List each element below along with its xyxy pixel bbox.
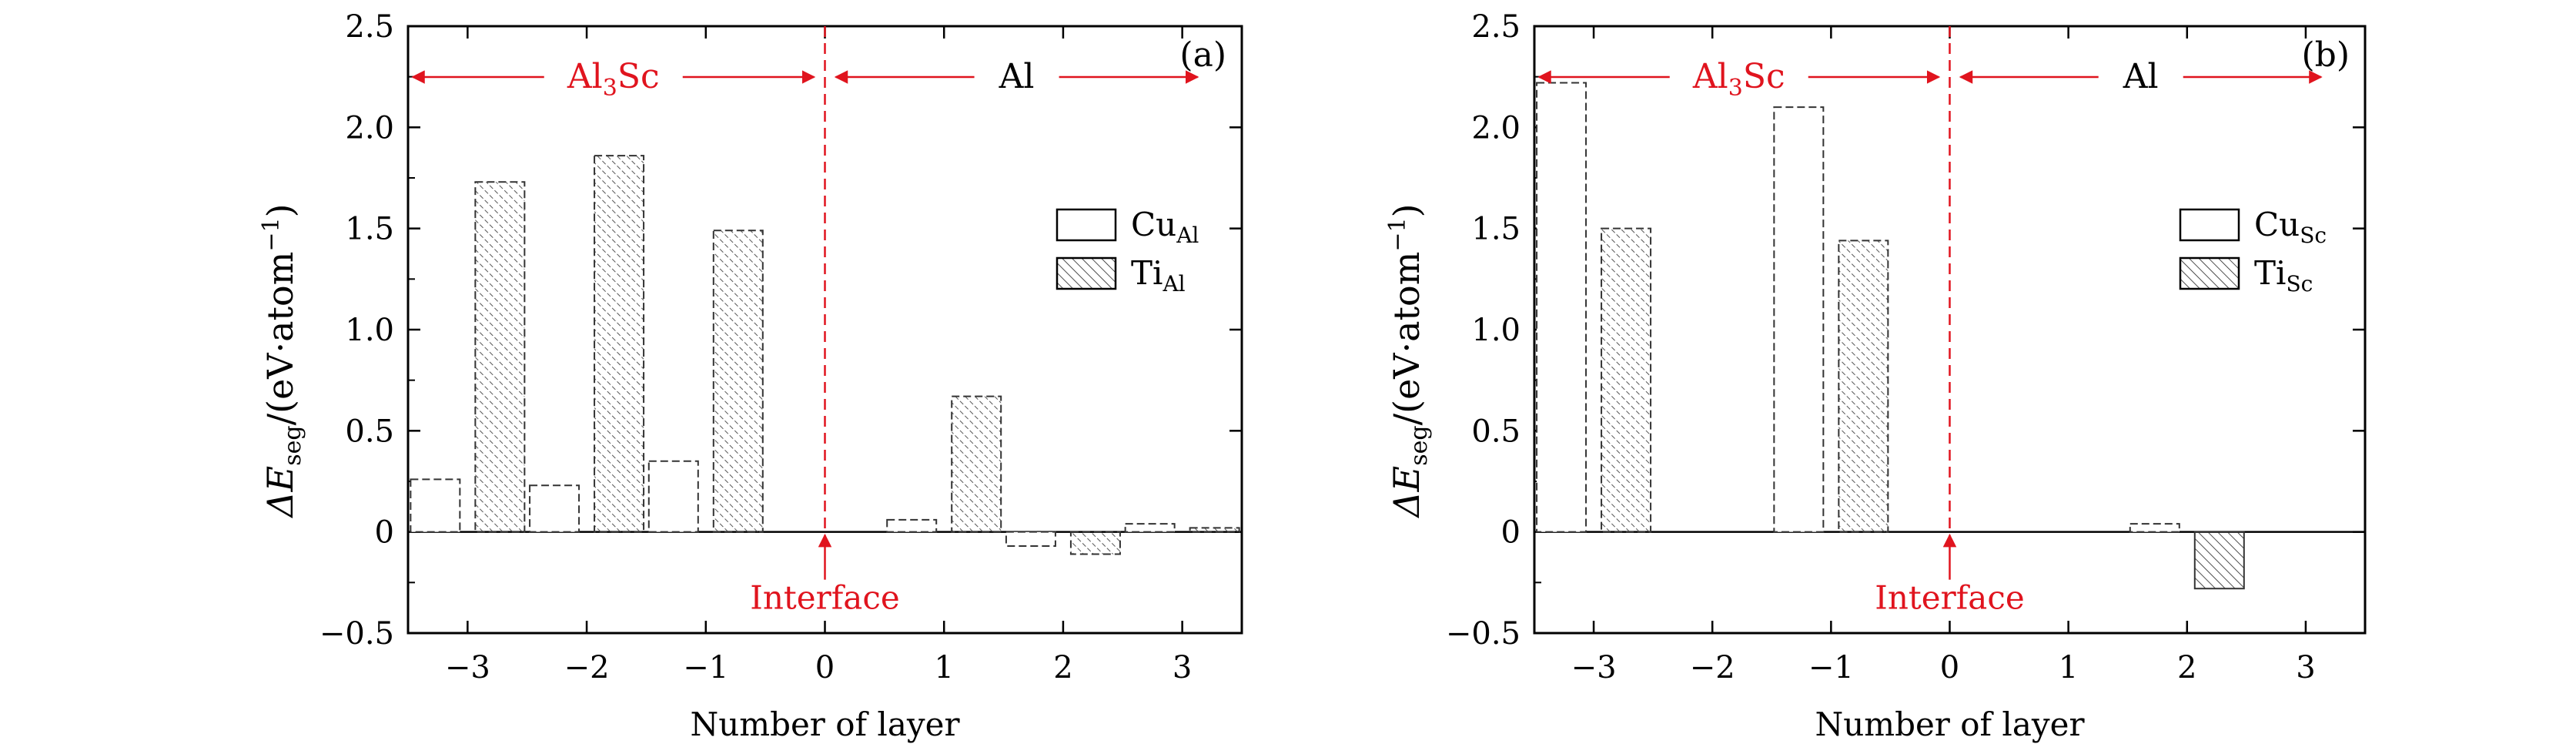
bar-ti-sc-b: [1838, 240, 1889, 533]
x-tick-label-b: −2: [1690, 650, 1735, 685]
y-tick-label-a: 0.5: [345, 414, 394, 449]
bar-cu-sc-b: [1536, 82, 1587, 533]
x-tick-label-b: 3: [2296, 650, 2315, 685]
legend-label-cu-al-a: CuAl: [1131, 206, 1199, 248]
x-axis-label-a: Number of layer: [690, 705, 960, 743]
region-label-al-b: Al: [2123, 57, 2159, 96]
y-axis-label-b: ΔEseg/(eV·atom−1): [1384, 203, 1433, 518]
panel-label-a: (a): [1179, 35, 1226, 75]
region-label-al3sc-b: Al3Sc: [1692, 57, 1785, 102]
bar-ti-al-a: [474, 181, 526, 533]
interface-label-a: Interface: [750, 579, 899, 617]
region-label-al-a: Al: [999, 57, 1035, 96]
bar-ti-al-a: [1069, 531, 1121, 555]
bar-ti-al-a: [951, 395, 1002, 533]
y-axis-label-a: ΔEseg/(eV·atom−1): [258, 203, 306, 518]
x-axis-label-b: Number of layer: [1815, 705, 2085, 743]
x-tick-label-a: 3: [1173, 650, 1192, 685]
legend-swatch-cu-al-a: [1055, 208, 1117, 242]
region-label-al3sc-a: Al3Sc: [567, 57, 660, 102]
y-tick-label-b: 0.5: [1471, 414, 1521, 449]
y-tick-label-a: 0: [375, 515, 394, 551]
bar-ti-sc-b: [2193, 531, 2245, 590]
bar-cu-al-a: [886, 518, 938, 533]
y-tick-label-b: 0: [1501, 515, 1521, 551]
bar-ti-al-a: [1189, 527, 1240, 533]
bar-ti-al-a: [594, 155, 645, 533]
x-tick-label-a: −2: [564, 650, 610, 685]
panel-a: −0.5 0 0.5 1.0 1.5 2.0 2.5 −3 −2 −1 0 1 2 3 Interface A…: [258, 9, 1243, 743]
bar-ti-sc-b: [1601, 227, 1652, 533]
bar-cu-al-a: [529, 484, 580, 533]
x-tick-label-a: −1: [683, 650, 728, 685]
bar-cu-sc-b: [1773, 106, 1825, 533]
x-tick-label-a: −3: [445, 650, 490, 685]
bar-cu-al-a: [410, 478, 461, 533]
legend-label-ti-sc-b: TiSc: [2254, 254, 2313, 297]
x-tick-label-b: 2: [2177, 650, 2196, 685]
y-tick-label-b: −0.5: [1446, 616, 1521, 652]
bar-cu-sc-b: [2129, 523, 2180, 533]
bar-cu-al-a: [647, 460, 699, 533]
legend-swatch-ti-al-a: [1055, 256, 1117, 290]
y-tick-label-b: 1.5: [1471, 212, 1521, 247]
legend-swatch-cu-sc-b: [2179, 208, 2240, 242]
legend-label-ti-al-a: TiAl: [1131, 254, 1186, 297]
y-tick-label-b: 2.0: [1471, 110, 1521, 146]
y-tick-label-a: 2.5: [345, 9, 394, 45]
x-tick-label-a: 2: [1053, 650, 1072, 685]
x-tick-label-a: 1: [934, 650, 953, 685]
bar-cu-al-a: [1124, 523, 1176, 533]
y-tick-label-b: 1.0: [1471, 313, 1521, 348]
x-tick-label-b: −1: [1808, 650, 1854, 685]
bar-cu-al-a: [1005, 531, 1056, 548]
x-tick-label-b: 1: [2059, 650, 2078, 685]
y-tick-label-a: 1.5: [345, 212, 394, 247]
x-tick-label-b: −3: [1571, 650, 1617, 685]
x-tick-label-a: 0: [815, 650, 835, 685]
x-tick-label-b: 0: [1940, 650, 1959, 685]
panel-label-b: (b): [2302, 35, 2350, 75]
bar-ti-al-a: [712, 230, 764, 533]
y-tick-label-b: 2.5: [1471, 9, 1521, 45]
interface-label-b: Interface: [1875, 579, 2024, 617]
legend-swatch-ti-sc-b: [2179, 256, 2240, 290]
y-tick-label-a: 2.0: [345, 110, 394, 146]
y-tick-label-a: −0.5: [319, 616, 394, 652]
legend-label-cu-sc-b: CuSc: [2254, 206, 2327, 248]
y-tick-label-a: 1.0: [345, 313, 394, 348]
panel-b: −0.5 0 0.5 1.0 1.5 2.0 2.5 −3 −2 −1 0 1 2 3 Interface A…: [1384, 9, 2367, 743]
